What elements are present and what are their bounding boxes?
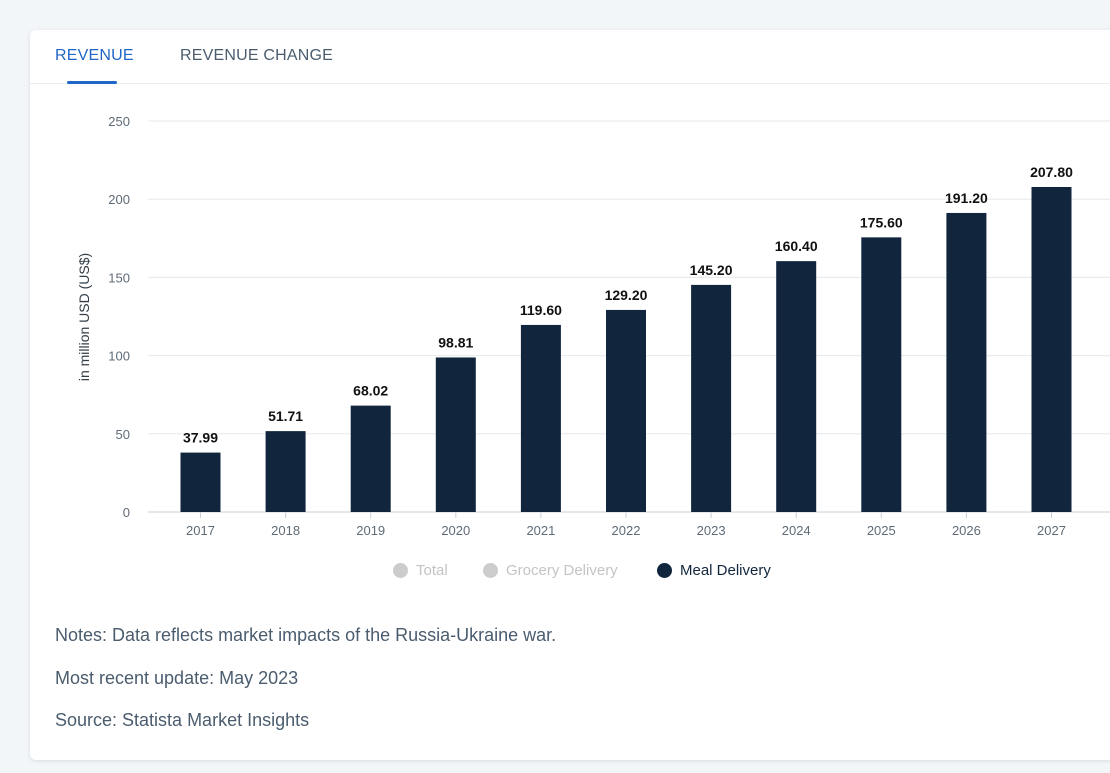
bar[interactable]	[776, 261, 817, 512]
legend-label-total: Total	[416, 562, 448, 579]
chart-legend: Total Grocery Delivery Meal Delivery	[30, 562, 1110, 584]
tab-revenue[interactable]: REVENUE	[55, 47, 134, 64]
legend-item-meal-delivery[interactable]: Meal Delivery	[657, 562, 771, 579]
bar[interactable]	[180, 452, 221, 512]
legend-label-grocery-delivery: Grocery Delivery	[506, 562, 618, 579]
x-tick-label: 2019	[356, 523, 385, 538]
bar-data-label: 191.20	[945, 190, 988, 206]
bar-data-label: 98.81	[438, 334, 473, 350]
y-tick-label: 250	[108, 114, 130, 129]
bar[interactable]	[691, 284, 732, 512]
bar-data-label: 160.40	[775, 238, 818, 254]
bar[interactable]	[861, 237, 902, 512]
revenue-bar-chart: 0 50 100 150 200 250 37.99 51.71 68.02 98.81 119.…	[76, 114, 1110, 538]
bar-data-label: 68.02	[353, 383, 388, 399]
x-tick-label: 2022	[612, 523, 641, 538]
x-tick-label: 2027	[1037, 523, 1066, 538]
source-text: Source: Statista Market Insights	[55, 710, 310, 730]
y-tick-label: 0	[123, 505, 130, 520]
bar[interactable]	[606, 309, 646, 512]
active-tab-indicator	[67, 81, 117, 84]
x-axis-ticks: 2017 2018 2019 2020 2021 2022 2023 2024 2025 2026…	[186, 512, 1066, 538]
bar-data-label: 51.71	[268, 408, 303, 424]
x-tick-label: 2017	[186, 523, 215, 538]
chart-bars: 37.99 51.71 68.02 98.81 119.60 129.20 145.20 16…	[180, 164, 1073, 512]
y-tick-label: 200	[108, 192, 130, 207]
legend-label-meal-delivery: Meal Delivery	[680, 562, 771, 579]
x-tick-label: 2021	[526, 523, 555, 538]
notes-text: Notes: Data reflects market impacts of t…	[55, 625, 557, 645]
x-tick-label: 2023	[697, 523, 726, 538]
bar-data-label: 37.99	[183, 430, 218, 446]
x-tick-label: 2026	[952, 523, 981, 538]
chart-card: REVENUE REVENUE CHANGE 0 50 100 150 200 250 3…	[30, 30, 1110, 760]
y-tick-label: 100	[108, 349, 130, 364]
bar[interactable]	[1031, 187, 1072, 512]
bar[interactable]	[520, 324, 561, 512]
x-tick-label: 2024	[782, 523, 811, 538]
bar-data-label: 175.60	[860, 214, 903, 230]
bar[interactable]	[350, 405, 391, 512]
bar-data-label: 207.80	[1030, 164, 1073, 180]
tab-bar: REVENUE REVENUE CHANGE	[30, 30, 1110, 84]
bar-data-label: 119.60	[520, 302, 562, 318]
y-axis-ticks: 0 50 100 150 200 250	[108, 114, 130, 520]
legend-dot-meal-delivery	[657, 563, 672, 578]
bar[interactable]	[946, 212, 987, 512]
legend-item-grocery-delivery[interactable]: Grocery Delivery	[483, 562, 618, 579]
bar[interactable]	[265, 431, 306, 512]
legend-dot-total	[393, 563, 408, 578]
y-tick-label: 150	[108, 270, 130, 285]
legend-item-total[interactable]: Total	[393, 562, 448, 579]
tab-revenue-change[interactable]: REVENUE CHANGE	[180, 47, 334, 64]
bar-data-label: 129.20	[605, 287, 648, 303]
legend-dot-grocery-delivery	[483, 563, 498, 578]
x-tick-label: 2020	[441, 523, 470, 538]
update-text: Most recent update: May 2023	[55, 668, 299, 688]
x-tick-label: 2025	[867, 523, 896, 538]
y-axis-label: in million USD (US$)	[76, 253, 92, 381]
x-tick-label: 2018	[271, 523, 300, 538]
bar-data-label: 145.20	[690, 262, 733, 278]
y-tick-label: 50	[116, 427, 130, 442]
bar[interactable]	[435, 357, 476, 512]
